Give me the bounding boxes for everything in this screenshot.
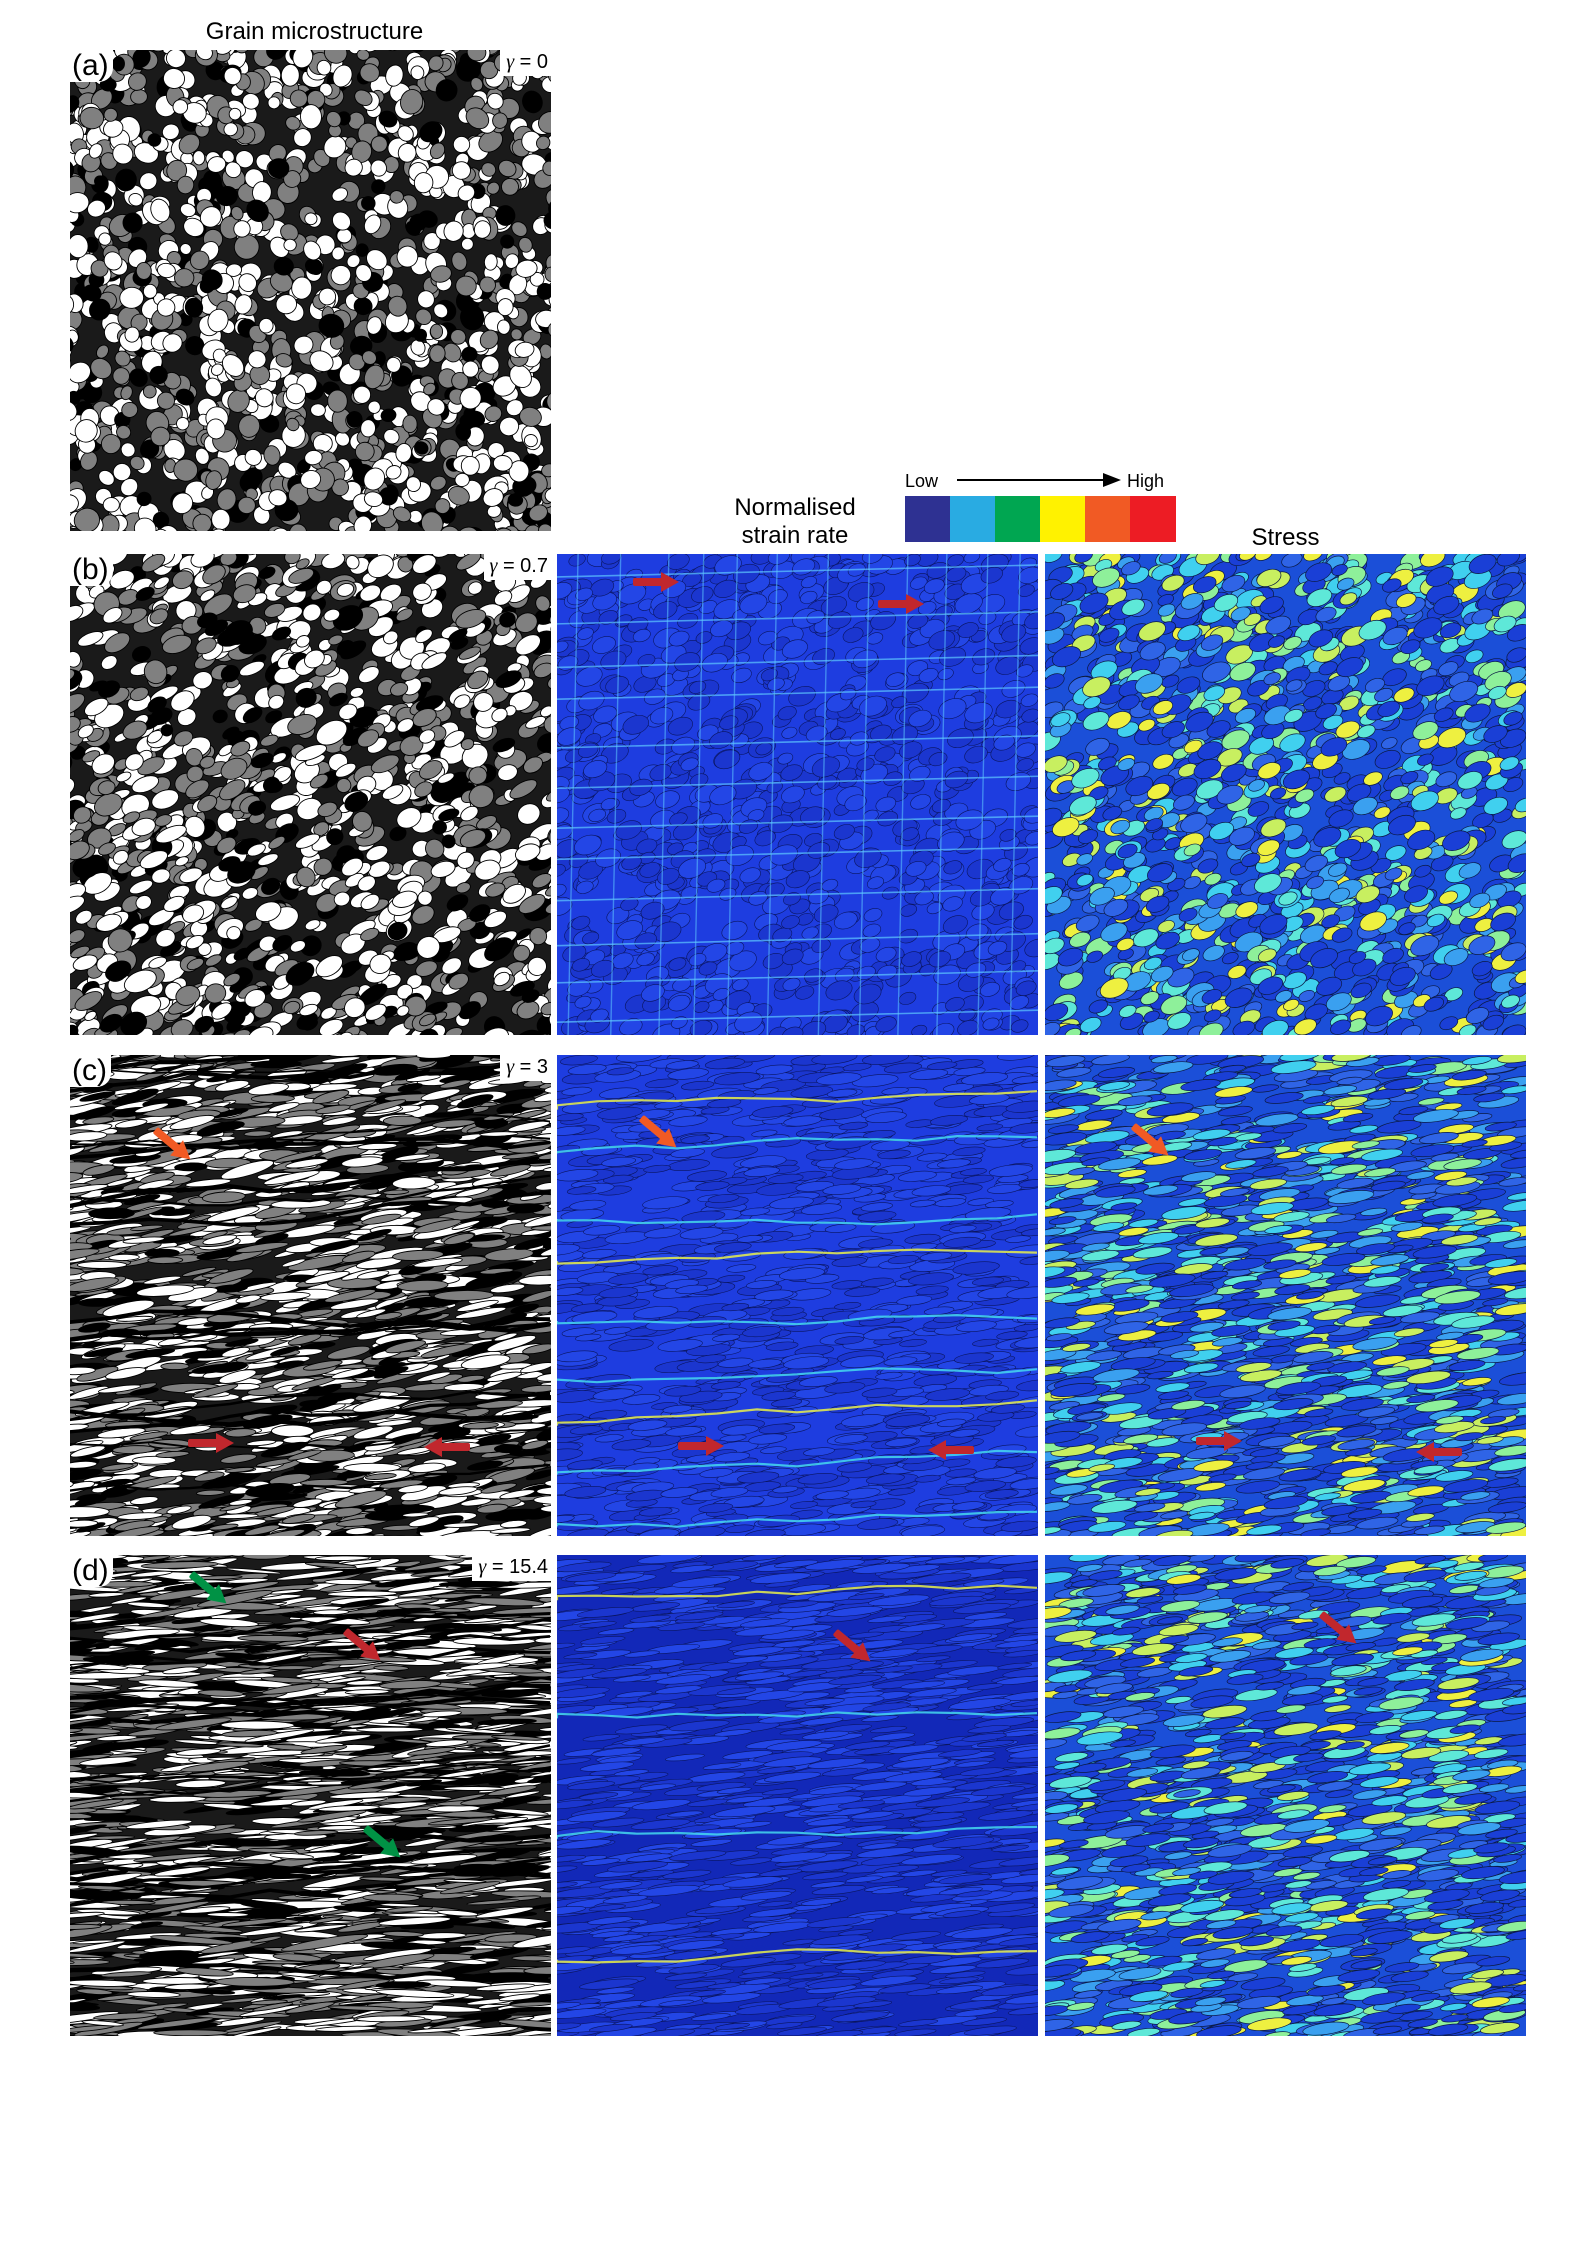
colorbar-strip	[905, 496, 1176, 542]
colorbar-swatch	[995, 496, 1041, 542]
panel-b-grain-microstructure: (b) γ = 0.7	[70, 554, 551, 1035]
column-title-strain-rate-line2: strain rate	[741, 522, 849, 549]
panel-c-grain-microstructure: (c) γ = 3	[70, 1055, 551, 1536]
shear-strain-label-a: γ = 0	[500, 50, 551, 76]
colorbar-high-label: High	[1127, 471, 1165, 491]
microstructure-texture	[557, 1055, 1038, 1536]
panel-b-strain-rate-map	[557, 554, 1038, 1035]
panel-label-b: (b)	[70, 554, 113, 586]
panel-c-stress-map	[1045, 1055, 1526, 1536]
shear-strain-label-c: γ = 3	[500, 1055, 551, 1081]
colorbar-legend: Low High	[905, 468, 1176, 542]
colorbar-swatch	[1130, 496, 1176, 542]
panel-a-grain-microstructure: (a) γ = 0	[70, 50, 551, 531]
colorbar-swatch	[950, 496, 996, 542]
microstructure-texture	[70, 1055, 551, 1536]
microstructure-texture	[557, 1555, 1038, 2036]
colorbar-direction-arrow	[957, 473, 1121, 487]
microstructure-texture	[1045, 1055, 1526, 1536]
shear-strain-label-d: γ = 15.4	[472, 1555, 551, 1581]
panel-label-d: (d)	[70, 1555, 113, 1587]
panel-c-strain-rate-map	[557, 1055, 1038, 1536]
panel-d-grain-microstructure: (d) γ = 15.4	[70, 1555, 551, 2036]
column-title-strain-rate-line1: Normalised	[734, 494, 856, 521]
microstructure-texture	[70, 50, 551, 531]
colorbar-swatch	[1085, 496, 1131, 542]
panel-d-strain-rate-map	[557, 1555, 1038, 2036]
microstructure-texture	[70, 554, 551, 1035]
microstructure-texture	[70, 1555, 551, 2036]
column-title-normalised-strain-rate: Normalised strain rate	[690, 494, 900, 550]
panel-b-stress-map	[1045, 554, 1526, 1035]
colorbar-low-label: Low	[905, 471, 939, 491]
colorbar-swatch	[1040, 496, 1086, 542]
microstructure-texture	[1045, 554, 1526, 1035]
panel-label-c: (c)	[70, 1055, 111, 1087]
panel-label-a: (a)	[70, 50, 113, 82]
panel-d-stress-map	[1045, 1555, 1526, 2036]
microstructure-texture	[557, 554, 1038, 1035]
column-title-grain-microstructure: Grain microstructure	[205, 18, 424, 45]
colorbar-swatch	[905, 496, 951, 542]
shear-strain-label-b: γ = 0.7	[483, 554, 551, 580]
microstructure-texture	[1045, 1555, 1526, 2036]
column-title-stress: Stress	[1251, 524, 1320, 551]
